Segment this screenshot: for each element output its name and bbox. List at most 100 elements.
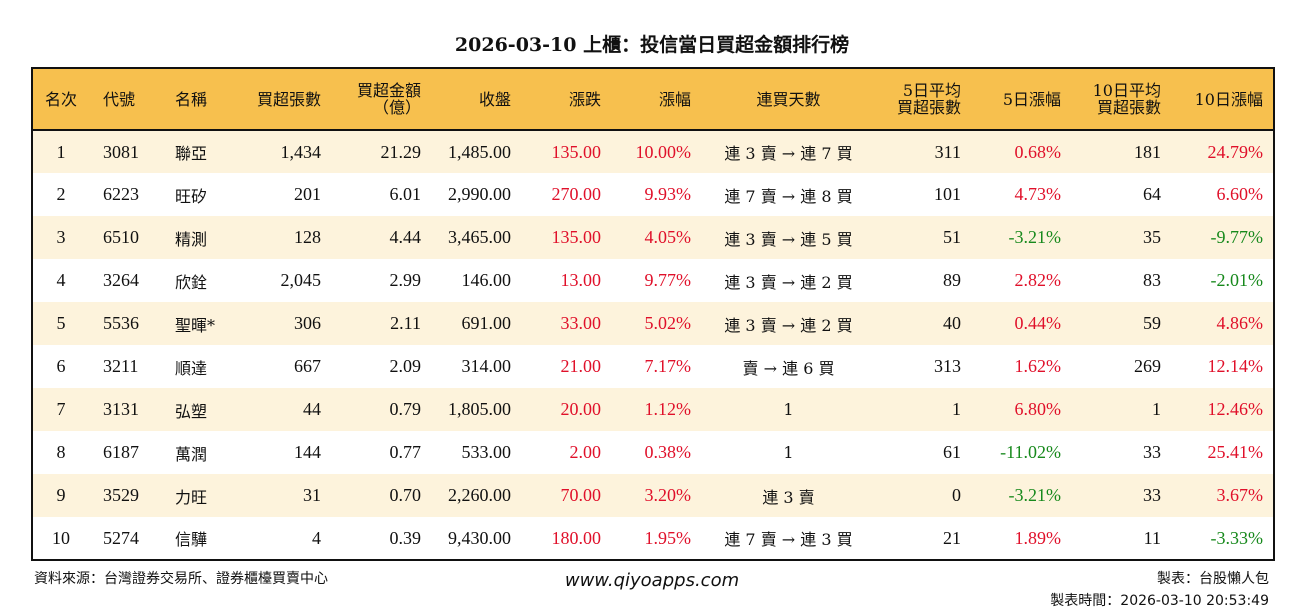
header-pct5: 5日漲幅 xyxy=(1002,89,1061,109)
cell-name: 力旺 xyxy=(175,487,208,507)
cell-pct10: 4.86% xyxy=(1216,313,1264,333)
header-avg10-lots: 10日平均 買超張數 xyxy=(1092,81,1161,117)
cell-change-pct: 9.77% xyxy=(644,270,692,290)
cell-avg5-lots: 51 xyxy=(943,227,961,247)
cell-pct5: 0.44% xyxy=(1014,313,1062,333)
cell-pct5: 0.68% xyxy=(1014,141,1062,162)
cell-change: 33.00 xyxy=(560,313,602,333)
cell-net-buy-amount: 0.77 xyxy=(389,442,422,462)
cell-net-buy-lots: 2,045 xyxy=(280,270,322,290)
cell-name: 弘塑 xyxy=(175,401,208,421)
cell-net-buy-lots: 31 xyxy=(303,485,321,505)
table-row: 8 6187 萬潤 144 0.77 533.00 2.00 0.38% 1 61 -11.02% 3… xyxy=(32,431,1274,474)
cell-streak: 賣 → 連 6 買 xyxy=(742,358,835,378)
cell-pct5: -11.02% xyxy=(1000,442,1061,462)
cell-code: 6223 xyxy=(103,184,139,204)
table-row: 6 3211 順達 667 2.09 314.00 21.00 7.17% 賣 → 連 6 買 3… xyxy=(32,345,1274,388)
cell-net-buy-amount: 6.01 xyxy=(389,184,422,204)
cell-pct5: -3.21% xyxy=(1008,485,1062,505)
cell-change: 135.00 xyxy=(551,227,602,247)
cell-close: 533.00 xyxy=(461,442,512,462)
cell-code: 3131 xyxy=(103,399,139,419)
cell-net-buy-lots: 44 xyxy=(303,399,321,419)
cell-net-buy-lots: 306 xyxy=(294,313,321,333)
header-rank: 名次 xyxy=(44,89,77,109)
cell-pct5: 4.73% xyxy=(1014,184,1062,204)
cell-change: 135.00 xyxy=(551,141,602,162)
cell-avg10-lots: 64 xyxy=(1143,184,1161,204)
cell-pct10: -2.01% xyxy=(1210,270,1264,290)
cell-close: 2,260.00 xyxy=(448,485,511,505)
data-source: 資料來源：台灣證券交易所、證券櫃檯買賣中心 xyxy=(34,571,328,587)
cell-streak: 1 xyxy=(783,400,794,419)
cell-pct10: 6.60% xyxy=(1216,184,1264,204)
cell-net-buy-lots: 667 xyxy=(294,356,321,376)
cell-net-buy-lots: 144 xyxy=(294,442,321,462)
cell-name: 聯亞 xyxy=(175,144,208,163)
cell-change-pct: 1.95% xyxy=(644,527,692,548)
cell-name: 順達 xyxy=(175,358,208,378)
cell-pct10: 24.79% xyxy=(1207,141,1264,162)
cell-pct10: 25.41% xyxy=(1207,442,1264,462)
cell-change: 13.00 xyxy=(560,270,602,290)
cell-rank: 4 xyxy=(56,270,66,290)
cell-net-buy-lots: 128 xyxy=(294,227,321,247)
cell-name: 欣銓 xyxy=(175,272,208,292)
cell-avg10-lots: 59 xyxy=(1143,313,1161,333)
header-avg5-lots: 5日平均 買超張數 xyxy=(896,81,961,117)
cell-code: 3081 xyxy=(103,141,139,162)
table-row: 7 3131 弘塑 44 0.79 1,805.00 20.00 1.12% 1 1 6.80% 1 1… xyxy=(32,388,1274,431)
header-streak: 連買天數 xyxy=(756,89,821,109)
header-pct10: 10日漲幅 xyxy=(1194,89,1263,109)
cell-avg5-lots: 21 xyxy=(943,527,961,548)
cell-close: 1,485.00 xyxy=(448,141,511,162)
cell-pct10: -3.33% xyxy=(1210,527,1264,548)
cell-change-pct: 0.38% xyxy=(644,442,692,462)
cell-pct10: 3.67% xyxy=(1216,485,1264,505)
cell-rank: 3 xyxy=(56,227,66,247)
cell-code: 3264 xyxy=(103,270,139,290)
cell-avg5-lots: 40 xyxy=(943,313,961,333)
header-code: 代號 xyxy=(103,89,136,109)
ranking-table: 名次 代號 名稱 買超張數 買超金額 （億） 收盤 漲跌 漲幅 連買天數 5日平均 買超張數 5日漲… xyxy=(31,67,1275,561)
cell-change-pct: 5.02% xyxy=(644,313,692,333)
cell-net-buy-lots: 1,434 xyxy=(280,141,322,162)
cell-avg5-lots: 1 xyxy=(952,399,961,419)
cell-net-buy-amount: 2.09 xyxy=(389,356,422,376)
cell-close: 146.00 xyxy=(461,270,512,290)
cell-code: 5274 xyxy=(103,527,139,548)
cell-rank: 8 xyxy=(56,442,66,462)
website-link[interactable]: www.qiyoapps.com xyxy=(564,570,740,591)
cell-code: 6510 xyxy=(103,227,139,247)
cell-code: 5536 xyxy=(103,313,139,333)
cell-net-buy-amount: 0.39 xyxy=(389,527,422,548)
cell-avg10-lots: 35 xyxy=(1143,227,1161,247)
cell-avg5-lots: 313 xyxy=(934,356,961,376)
cell-rank: 7 xyxy=(56,399,66,419)
cell-change: 70.00 xyxy=(560,485,602,505)
cell-code: 3211 xyxy=(103,356,139,376)
cell-change: 21.00 xyxy=(560,356,602,376)
cell-avg5-lots: 101 xyxy=(934,184,961,204)
cell-avg5-lots: 89 xyxy=(943,270,961,290)
cell-pct5: 1.89% xyxy=(1014,527,1062,548)
cell-change: 2.00 xyxy=(569,442,602,462)
cell-avg5-lots: 311 xyxy=(934,141,961,162)
cell-avg5-lots: 0 xyxy=(952,485,961,505)
cell-avg10-lots: 33 xyxy=(1143,442,1161,462)
cell-pct5: 2.82% xyxy=(1014,270,1062,290)
cell-streak: 連 7 賣 → 連 8 買 xyxy=(724,186,853,206)
cell-avg10-lots: 181 xyxy=(1134,141,1161,162)
cell-rank: 5 xyxy=(56,313,66,333)
cell-close: 2,990.00 xyxy=(448,184,511,204)
cell-avg5-lots: 61 xyxy=(943,442,961,462)
cell-net-buy-lots: 4 xyxy=(312,527,321,548)
cell-name: 信驊 xyxy=(175,530,208,549)
cell-streak: 連 3 賣 → 連 2 買 xyxy=(724,272,853,292)
cell-rank: 1 xyxy=(56,141,66,162)
header-net-buy-amount: 買超金額 （億） xyxy=(356,81,421,117)
cell-avg10-lots: 83 xyxy=(1143,270,1161,290)
cell-name: 旺矽 xyxy=(175,186,208,206)
cell-streak: 1 xyxy=(783,443,794,462)
cell-net-buy-amount: 2.99 xyxy=(389,270,422,290)
